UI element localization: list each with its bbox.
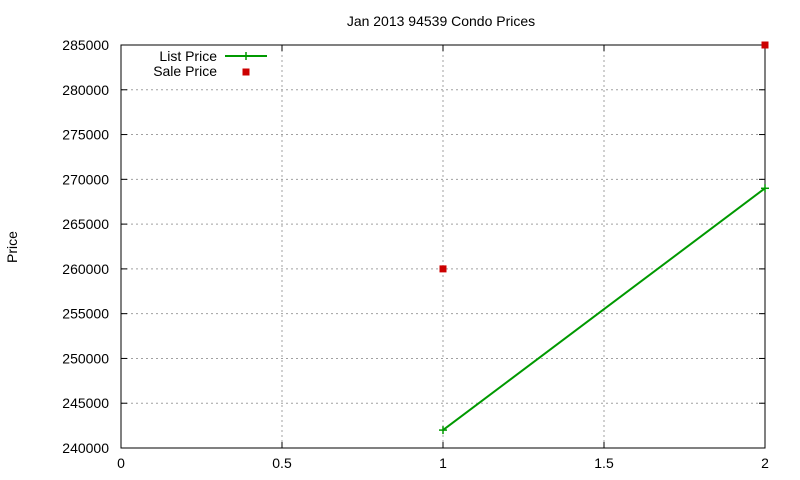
sale-price-point <box>761 41 769 49</box>
series-sale-price <box>439 41 769 273</box>
legend-marker-sale-price <box>242 68 250 76</box>
list-price-point <box>761 184 769 193</box>
y-tick-label: 240000 <box>62 440 109 456</box>
y-tick-label: 280000 <box>62 82 109 98</box>
grid <box>121 45 765 448</box>
y-tick-label: 250000 <box>62 350 109 366</box>
list-price-point <box>439 426 447 435</box>
y-tick-label: 260000 <box>62 261 109 277</box>
y-tick-label: 275000 <box>62 127 109 143</box>
axes: 0 0.5 1 1.5 2 240000 245000 250000 255000 260000 2… <box>62 37 769 471</box>
list-price-line <box>442 187 766 431</box>
series-list-price <box>439 184 769 435</box>
y-tick-label: 245000 <box>62 395 109 411</box>
legend-label-list-price: List Price <box>159 48 217 64</box>
x-tick-label: 0.5 <box>272 455 292 471</box>
chart-title: Jan 2013 94539 Condo Prices <box>347 13 535 29</box>
legend-label-sale-price: Sale Price <box>153 63 217 79</box>
y-tick-label: 265000 <box>62 216 109 232</box>
x-tick-label: 1 <box>439 455 447 471</box>
y-axis-label: Price <box>4 231 20 263</box>
y-tick-label: 255000 <box>62 306 109 322</box>
x-tick-label: 0 <box>117 455 125 471</box>
x-tick-label: 2 <box>761 455 769 471</box>
plot-series <box>439 41 769 435</box>
y-tick-label: 285000 <box>62 37 109 53</box>
y-tick-label: 270000 <box>62 171 109 187</box>
legend-marker-list-price <box>242 52 250 60</box>
sale-price-point <box>439 265 447 273</box>
x-tick-label: 1.5 <box>594 455 614 471</box>
